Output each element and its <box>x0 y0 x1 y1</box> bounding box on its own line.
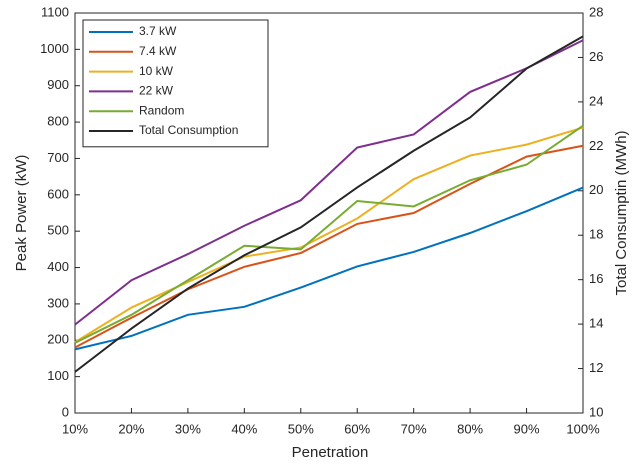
series-line <box>74 126 584 343</box>
series-line <box>74 35 584 373</box>
x-tick-label: 90% <box>514 421 540 436</box>
legend-label: 10 kW <box>139 64 174 78</box>
x-tick-label: 100% <box>566 421 600 436</box>
y2-axis-label: Total Consumptin (MWh) <box>613 130 630 295</box>
x-tick-label: 80% <box>457 421 483 436</box>
y-tick-label: 700 <box>47 150 69 165</box>
x-tick-label: 70% <box>401 421 427 436</box>
legend-label: 3.7 kW <box>139 24 177 38</box>
x-tick-label: 30% <box>175 421 201 436</box>
legend-label: Random <box>139 103 184 117</box>
plot-frame <box>74 12 584 414</box>
y2-tick-label: 10 <box>589 404 603 419</box>
legend-box <box>82 19 269 148</box>
series-line <box>74 186 584 351</box>
x-tick-label: 50% <box>288 421 314 436</box>
legend-label: 22 kW <box>139 84 174 98</box>
legend-label: Total Consumption <box>139 123 238 137</box>
x-axis-label: Penetration <box>292 444 369 461</box>
y2-tick-label: 26 <box>589 49 603 64</box>
y2-tick-label: 20 <box>589 182 603 197</box>
series-line <box>74 39 584 326</box>
x-tick-label: 20% <box>118 421 144 436</box>
y-tick-label: 0 <box>62 404 69 419</box>
x-tick-label: 10% <box>62 421 88 436</box>
y2-tick-label: 14 <box>589 316 603 331</box>
y-tick-label: 200 <box>47 332 69 347</box>
y-tick-label: 500 <box>47 223 69 238</box>
y2-tick-label: 28 <box>589 4 603 19</box>
y2-tick-label: 12 <box>589 360 603 375</box>
y2-tick-label: 16 <box>589 271 603 286</box>
y-tick-label: 400 <box>47 259 69 274</box>
y-tick-label: 1000 <box>40 41 69 56</box>
y-tick-label: 100 <box>47 368 69 383</box>
y-tick-label: 1100 <box>41 4 69 19</box>
x-tick-label: 60% <box>344 421 370 436</box>
y-tick-label: 900 <box>47 77 69 92</box>
y-axis-label: Peak Power (kW) <box>13 155 30 272</box>
x-tick-label: 40% <box>231 421 257 436</box>
y-tick-label: 800 <box>47 114 69 129</box>
y-tick-label: 300 <box>47 295 69 310</box>
series-line <box>74 124 584 344</box>
y-tick-label: 600 <box>47 186 69 201</box>
legend-label: 7.4 kW <box>139 44 177 58</box>
y2-tick-label: 18 <box>589 227 603 242</box>
series-line <box>74 144 584 349</box>
y2-tick-label: 22 <box>589 138 603 153</box>
y2-tick-label: 24 <box>589 93 603 108</box>
